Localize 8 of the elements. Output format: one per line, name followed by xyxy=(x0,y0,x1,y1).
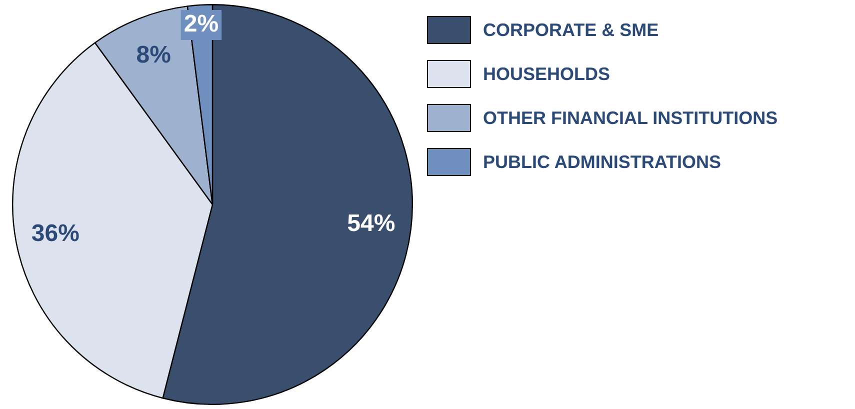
data-label: 8% xyxy=(136,41,171,68)
data-label: 54% xyxy=(347,210,396,238)
legend-label: PUBLIC ADMINISTRATIONS xyxy=(483,152,721,172)
data-label: 2% xyxy=(184,10,219,38)
legend-label: OTHER FINANCIAL INSTITUTIONS xyxy=(483,108,778,128)
legend-label: CORPORATE & SME xyxy=(483,20,659,40)
legend-label: HOUSEHOLDS xyxy=(483,64,610,84)
data-label: 36% xyxy=(31,220,80,248)
